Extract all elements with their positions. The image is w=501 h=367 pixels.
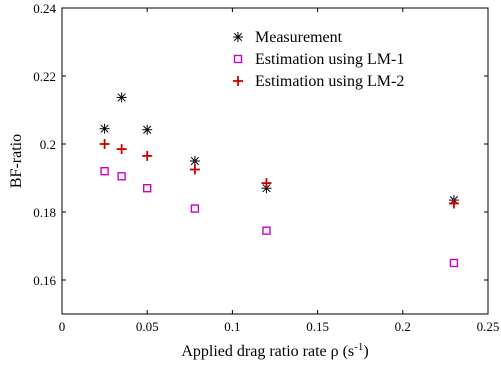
point-asterisk bbox=[99, 123, 110, 134]
legend: Measurement Estimation using LM-1 Estimati… bbox=[233, 29, 404, 90]
legend-label: Estimation using LM-1 bbox=[255, 51, 404, 68]
x-axis: 0 0.05 0.1 0.15 0.2 0.25 bbox=[59, 8, 500, 334]
x-axis-title: Applied drag ratio rate ρ (s-1) bbox=[181, 341, 368, 360]
legend-marker-square bbox=[233, 54, 243, 64]
point-asterisk bbox=[142, 124, 153, 135]
y-axis-title: BF-ratio bbox=[8, 134, 25, 188]
legend-marker-plus bbox=[233, 76, 243, 86]
y-tick-label: 0.16 bbox=[33, 273, 56, 288]
y-tick-label: 0.22 bbox=[33, 69, 56, 84]
x-tick-label: 0.2 bbox=[395, 319, 411, 334]
point-square bbox=[142, 183, 152, 193]
point-square bbox=[262, 226, 271, 235]
point-plus bbox=[99, 139, 110, 149]
data-points bbox=[99, 92, 459, 268]
x-tick-label: 0.15 bbox=[306, 319, 329, 334]
point-plus bbox=[189, 164, 200, 175]
legend-label: Estimation using LM-2 bbox=[255, 73, 404, 90]
x-tick-label: 0 bbox=[59, 319, 66, 334]
plot-area bbox=[61, 7, 489, 315]
x-tick-label: 0.05 bbox=[136, 319, 159, 334]
legend-label: Measurement bbox=[255, 29, 343, 46]
point-plus bbox=[448, 198, 459, 209]
legend-marker-asterisk bbox=[233, 32, 243, 42]
point-square bbox=[117, 172, 126, 181]
x-tick-label: 0.25 bbox=[477, 319, 500, 334]
point-square bbox=[190, 204, 200, 213]
point-plus bbox=[261, 178, 272, 189]
y-tick-label: 0.24 bbox=[33, 1, 56, 16]
y-tick-label: 0.2 bbox=[40, 137, 56, 152]
point-plus bbox=[116, 144, 127, 155]
point-asterisk bbox=[189, 156, 200, 166]
point-plus bbox=[142, 150, 153, 161]
y-tick-label: 0.18 bbox=[33, 205, 56, 220]
y-axis: 0.16 0.18 0.2 0.22 0.24 bbox=[33, 1, 488, 288]
point-square bbox=[449, 258, 459, 268]
x-tick-label: 0.1 bbox=[224, 319, 240, 334]
point-square bbox=[100, 166, 109, 176]
point-asterisk bbox=[116, 92, 127, 103]
